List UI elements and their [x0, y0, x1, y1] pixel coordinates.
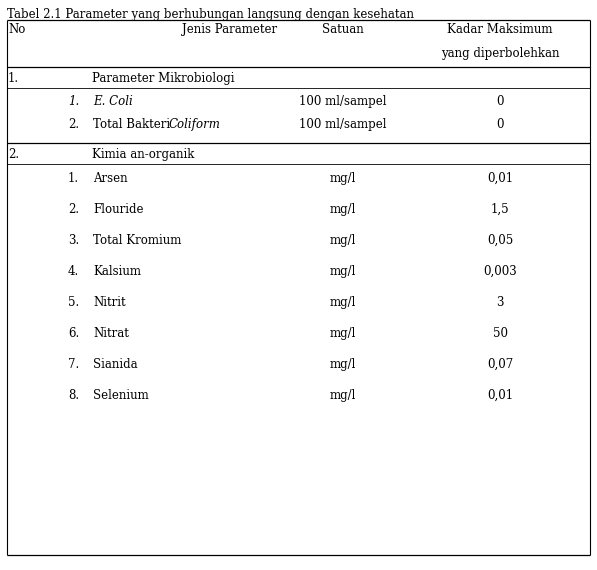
Text: Nitrat: Nitrat [93, 327, 129, 340]
Text: E. Coli: E. Coli [93, 95, 133, 108]
Text: mg/l: mg/l [330, 265, 356, 278]
Text: 1.: 1. [68, 172, 79, 185]
Text: Flouride: Flouride [93, 203, 143, 216]
Text: 0,07: 0,07 [487, 358, 513, 371]
Text: mg/l: mg/l [330, 296, 356, 309]
Text: yang diperbolehkan: yang diperbolehkan [441, 47, 559, 60]
Text: 0: 0 [496, 95, 504, 108]
Text: 0,01: 0,01 [487, 389, 513, 402]
Text: Kadar Maksimum: Kadar Maksimum [447, 23, 553, 36]
Text: 4.: 4. [68, 265, 79, 278]
Text: Jenis Parameter: Jenis Parameter [183, 23, 278, 36]
Text: 3.: 3. [68, 234, 79, 247]
Text: 7.: 7. [68, 358, 79, 371]
Text: 1,5: 1,5 [491, 203, 509, 216]
Text: 2.: 2. [8, 148, 19, 161]
Text: Parameter Mikrobiologi: Parameter Mikrobiologi [92, 72, 235, 85]
Text: mg/l: mg/l [330, 389, 356, 402]
Text: Kalsium: Kalsium [93, 265, 141, 278]
Text: 2.: 2. [68, 203, 79, 216]
Text: 3: 3 [496, 296, 504, 309]
Text: Arsen: Arsen [93, 172, 128, 185]
Text: Sianida: Sianida [93, 358, 138, 371]
Text: 50: 50 [493, 327, 507, 340]
Text: Tabel 2.1 Parameter yang berhubungan langsung dengan kesehatan: Tabel 2.1 Parameter yang berhubungan lan… [7, 8, 414, 21]
Text: Coliform: Coliform [169, 118, 221, 131]
Text: 0,01: 0,01 [487, 172, 513, 185]
Text: mg/l: mg/l [330, 234, 356, 247]
Text: No: No [8, 23, 26, 36]
Text: mg/l: mg/l [330, 358, 356, 371]
Text: 100 ml/sampel: 100 ml/sampel [299, 118, 387, 131]
Text: mg/l: mg/l [330, 203, 356, 216]
Text: 8.: 8. [68, 389, 79, 402]
Text: 6.: 6. [68, 327, 79, 340]
Text: 0,05: 0,05 [487, 234, 513, 247]
Text: Nitrit: Nitrit [93, 296, 125, 309]
Text: 1.: 1. [68, 95, 79, 108]
Text: 5.: 5. [68, 296, 79, 309]
Text: Satuan: Satuan [322, 23, 364, 36]
Text: Kimia an-organik: Kimia an-organik [92, 148, 195, 161]
Text: 2.: 2. [68, 118, 79, 131]
Text: Total Kromium: Total Kromium [93, 234, 181, 247]
Text: Selenium: Selenium [93, 389, 149, 402]
Text: 100 ml/sampel: 100 ml/sampel [299, 95, 387, 108]
Text: 1.: 1. [8, 72, 19, 85]
Text: mg/l: mg/l [330, 172, 356, 185]
Text: 0,003: 0,003 [483, 265, 517, 278]
Text: 0: 0 [496, 118, 504, 131]
Text: Total Bakteri: Total Bakteri [93, 118, 174, 131]
Text: mg/l: mg/l [330, 327, 356, 340]
